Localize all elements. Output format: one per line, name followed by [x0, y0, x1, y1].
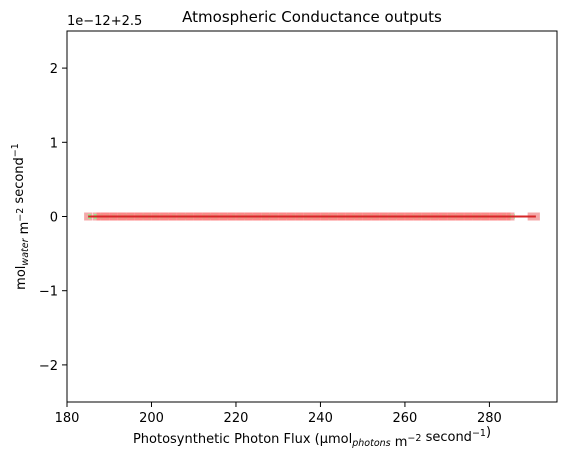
x-tick-label: 180 [55, 411, 80, 426]
y-axis-offset-text: 1e−12+2.5 [67, 14, 142, 29]
chart-title: Atmospheric Conductance outputs [182, 8, 442, 26]
x-tick-label: 260 [393, 411, 418, 426]
y-tick-label: 0 [50, 211, 58, 226]
x-axis-ticks: 180 200 220 240 260 280 [55, 402, 502, 426]
x-axis-label: Photosynthetic Photon Flux (µmolphotons … [133, 425, 491, 450]
x-tick-label: 280 [477, 411, 502, 426]
y-axis-ticks: −2 −1 0 1 2 [39, 62, 67, 374]
y-tick-label: 1 [50, 136, 58, 151]
y-tick-label: 2 [50, 62, 58, 77]
y-tick-label: −1 [39, 285, 58, 300]
y-tick-label: −2 [39, 359, 58, 374]
x-tick-label: 220 [224, 411, 249, 426]
x-tick-label: 200 [139, 411, 164, 426]
x-tick-label: 240 [308, 411, 333, 426]
plot-marks [84, 212, 540, 221]
y-axis-label: molwater m−2 second−1 [10, 143, 32, 290]
